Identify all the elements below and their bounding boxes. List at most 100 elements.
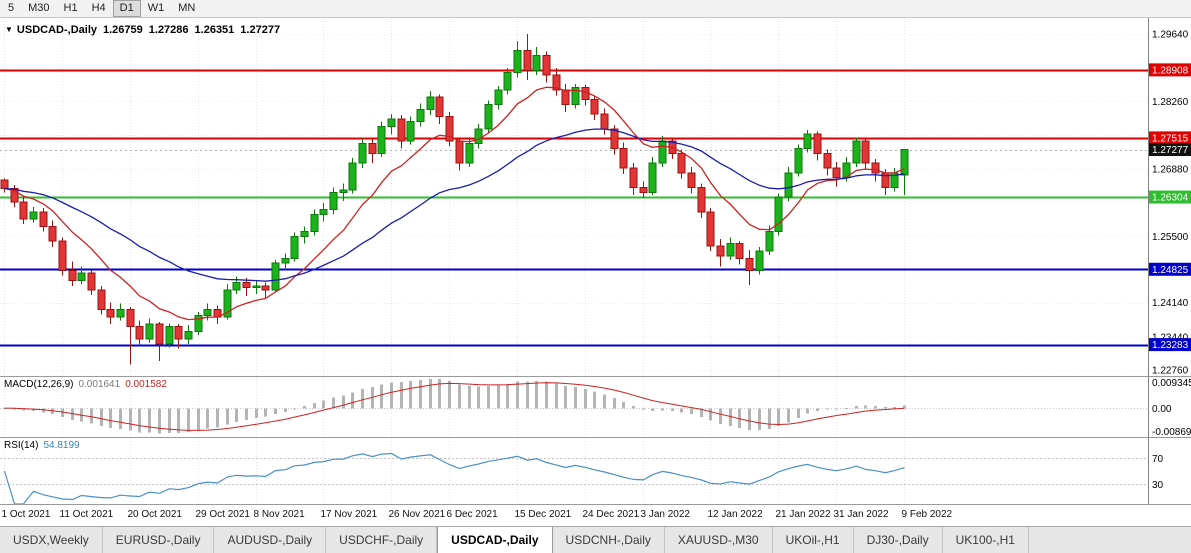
macd-bar (61, 408, 64, 418)
macd-bar (42, 408, 45, 413)
candle-bear (58, 240, 67, 272)
candle-bear (174, 326, 183, 340)
candle-bull (900, 149, 909, 176)
macd-bar (129, 408, 132, 431)
macd-bar (216, 408, 219, 428)
pane-separator-macd[interactable] (0, 376, 1191, 377)
candle-bear (832, 167, 841, 179)
macd-bar (409, 381, 412, 409)
candle-bear (87, 272, 96, 291)
tab-usdx-weekly[interactable]: USDX,Weekly (0, 527, 103, 553)
tab-ukoil-h1[interactable]: UKOil-,H1 (773, 527, 854, 553)
macd-bar (206, 408, 209, 429)
macd-main-value: 0.001641 (78, 379, 121, 390)
date-label: 11 Oct 2021 (59, 509, 114, 520)
macd-bar (71, 408, 74, 420)
timeframe-h1[interactable]: H1 (63, 2, 78, 14)
price-axis-label: 1.24140 (1152, 298, 1189, 309)
macd-bar (458, 384, 461, 409)
timeframe-m30[interactable]: M30 (28, 2, 50, 14)
candlestick-chart[interactable]: 1.29640 1.28260 1.26880 1.25500 1.24140 1.234… (0, 18, 1191, 376)
candle-bull (377, 125, 386, 154)
timeframe-w1[interactable]: W1 (147, 2, 165, 14)
macd-bar (835, 408, 838, 410)
candle-bear (706, 211, 715, 247)
macd-bar (168, 408, 171, 433)
candle-bull (484, 103, 493, 130)
candle-bull (513, 50, 522, 74)
price-axis-label: 1.28260 (1152, 97, 1189, 108)
macd-bar (119, 408, 122, 430)
candle-bear (10, 187, 19, 203)
candle-bear (397, 118, 406, 142)
rsi-pane[interactable]: 70 30 RSI(14) 54.8199 (0, 438, 1191, 504)
timeframe-mn[interactable]: MN (178, 2, 196, 14)
tab-usdcnh-daily[interactable]: USDCNH-,Daily (553, 527, 665, 553)
date-label: 12 Jan 2022 (707, 509, 763, 520)
macd-bar (51, 408, 54, 415)
price-badge (1149, 262, 1191, 276)
candle-bull (194, 314, 203, 333)
macd-bar (477, 386, 480, 409)
candle-bear (861, 140, 870, 164)
symbol-dropdown-icon[interactable]: ▼ (5, 25, 13, 34)
macd-bar (768, 408, 771, 430)
candle-bull (184, 331, 193, 340)
timeframe-5[interactable]: 5 (8, 2, 15, 14)
macd-bar (671, 408, 674, 412)
candle-bear (106, 309, 115, 318)
candle-bear (619, 147, 628, 169)
tab-eurusd-daily[interactable]: EURUSD-,Daily (103, 527, 215, 553)
macd-bar (22, 408, 25, 411)
candle-bear (735, 243, 744, 259)
tab-usdchf-daily[interactable]: USDCHF-,Daily (326, 527, 438, 553)
date-label: 29 Oct 2021 (195, 509, 250, 520)
symbol-label: USDCAD-,Daily (16, 24, 97, 36)
macd-bar (390, 382, 393, 409)
macd-bar (651, 408, 654, 411)
rsi-value: 54.8199 (43, 440, 80, 451)
candle-bull (310, 213, 319, 232)
macd-signal-line (4, 382, 905, 431)
date-label: 6 Dec 2021 (446, 509, 498, 520)
macd-histogram (3, 378, 906, 434)
macd-name: MACD(12,26,9) (4, 379, 74, 390)
candle-bull (348, 162, 357, 191)
candle-bull (465, 143, 474, 164)
pane-separator-dates (0, 504, 1191, 505)
candle-bear (19, 201, 28, 220)
tab-usdcad-daily[interactable]: USDCAD-,Daily (437, 527, 553, 553)
rsi-axis-label: 30 (1152, 480, 1164, 491)
macd-bar (584, 389, 587, 409)
macd-pane[interactable]: 0.009345 0.00 -0.008690 MACD(12,26,9) 0.001… (0, 377, 1191, 437)
rsi-line (3, 452, 905, 504)
macd-bar (400, 382, 403, 409)
macd-bar (555, 383, 558, 409)
pane-separator-rsi[interactable] (0, 437, 1191, 438)
candle-bull (232, 282, 241, 291)
tab-audusd-daily[interactable]: AUDUSD-,Daily (214, 527, 327, 553)
candle-bull (503, 72, 512, 91)
macd-bar (738, 408, 741, 428)
moving-average-30 (4, 128, 905, 282)
candles[interactable] (0, 34, 909, 365)
macd-bar (100, 408, 103, 427)
macd-bar (574, 387, 577, 409)
date-label: 17 Nov 2021 (320, 509, 378, 520)
price-axis-label: 1.23440 (1152, 332, 1189, 343)
price-pane[interactable]: 1.29640 1.28260 1.26880 1.25500 1.24140 1.234… (0, 18, 1191, 376)
tab-dj30-daily[interactable]: DJ30-,Daily (854, 527, 943, 553)
tab-uk100-h1[interactable]: UK100-,H1 (943, 527, 1029, 553)
timeframe-d1[interactable]: D1 (112, 0, 141, 17)
high-value: 1.27286 (148, 24, 189, 36)
candle-bear (242, 282, 251, 289)
candle-bear (135, 326, 144, 340)
timeframe-h4[interactable]: H4 (91, 2, 106, 14)
candle-bear (823, 152, 832, 169)
macd-signal-value: 0.001582 (125, 379, 167, 390)
tab-xauusd-m30[interactable]: XAUUSD-,M30 (665, 527, 773, 553)
macd-bar (197, 408, 200, 431)
rsi-axis-label: 70 (1152, 454, 1164, 465)
macd-bar (603, 394, 606, 409)
open-value: 1.26759 (103, 24, 143, 36)
